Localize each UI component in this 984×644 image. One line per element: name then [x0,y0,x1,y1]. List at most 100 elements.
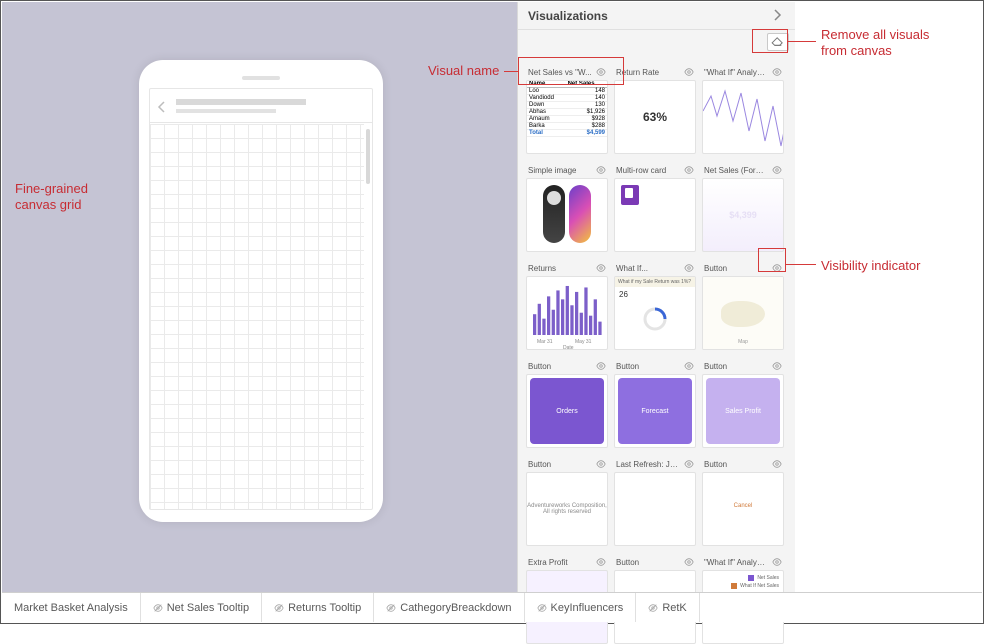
visibility-icon[interactable] [684,165,694,175]
visibility-icon[interactable] [596,361,606,371]
visual-tile[interactable]: $4,399 [702,178,784,252]
visual-tile[interactable]: Forecast [614,374,696,448]
visual-name-row: Button [526,450,608,470]
visual-name-row: "What If" Analysi... [702,58,784,78]
visual-name: Extra Profit [528,558,568,567]
svg-text:Mar 31: Mar 31 [537,339,553,345]
visual-name: Button [616,558,639,567]
svg-text:Date: Date [563,345,574,350]
phone-screen [149,88,373,510]
phone-header [150,89,372,123]
hidden-page-icon [537,603,547,613]
annotation-visual-name-line [504,71,518,72]
visual-name-row: Net Sales (Forec... [702,156,784,176]
visibility-icon[interactable] [596,557,606,567]
annotation-remove-all-line [788,41,816,42]
visual-name: Multi-row card [616,166,666,175]
page-tab-label: Returns Tooltip [288,602,361,614]
visual-name-row: Button [702,450,784,470]
visual-tile[interactable] [702,80,784,154]
page-tabs: Market Basket Analysis Net Sales Tooltip R… [2,592,982,622]
page-tab-label: RetK [662,602,686,614]
page-tab[interactable]: KeyInfluencers [525,593,637,622]
hidden-page-icon [648,603,658,613]
visual-name: Button [704,362,727,371]
visual-name-row: Button [702,352,784,372]
page-tab-label: Market Basket Analysis [14,602,128,614]
visual-name: What If... [616,264,648,273]
page-tab-label: CathegoryBreackdown [400,602,511,614]
visual-tile[interactable] [614,472,696,546]
visual-name-row: Button [614,548,696,568]
visual-name: Returns [528,264,556,273]
visual-name-row: Last Refresh: Jun... [614,450,696,470]
visual-tile[interactable]: Adventureworks Composition, All rights r… [526,472,608,546]
title-placeholder [176,99,366,113]
visual-tile[interactable]: Orders [526,374,608,448]
page-tab[interactable]: Returns Tooltip [262,593,374,622]
visual-name: Button [528,362,551,371]
visual-name: "What If" Analysi... [704,558,768,567]
visualizations-panel: Visualizations Net Sales vs "W...Return … [517,2,795,622]
visual-name-row: Returns [526,254,608,274]
annotation-visibility-line [786,264,816,265]
visual-tile[interactable]: 63% [614,80,696,154]
visual-tile[interactable] [614,178,696,252]
hidden-page-icon [386,603,396,613]
visibility-icon[interactable] [684,67,694,77]
visual-name: Button [704,460,727,469]
visual-name: Last Refresh: Jun... [616,460,680,469]
visual-tile[interactable]: Map [702,276,784,350]
visuals-grid: Net Sales vs "W...Return Rate"What If" A… [518,54,795,644]
phone-speaker [242,76,280,80]
hidden-page-icon [274,603,284,613]
visual-tile[interactable]: Cancel [702,472,784,546]
page-tab[interactable]: RetK [636,593,699,622]
panel-header: Visualizations [518,2,795,30]
visibility-icon[interactable] [596,459,606,469]
visibility-icon[interactable] [772,459,782,469]
visual-name-row: Multi-row card [614,156,696,176]
visibility-icon[interactable] [596,165,606,175]
page-tab[interactable]: Market Basket Analysis [2,593,141,622]
annotation-canvas-grid-label: Fine-grained canvas grid [15,181,125,212]
visual-name-row: Extra Profit [526,548,608,568]
visibility-icon[interactable] [772,557,782,567]
visibility-icon[interactable] [684,263,694,273]
page-tab[interactable]: Net Sales Tooltip [141,593,262,622]
visual-name: Button [616,362,639,371]
back-icon[interactable] [156,100,168,112]
annotation-remove-all-label: Remove all visualsfrom canvas [821,27,929,58]
visibility-icon[interactable] [596,263,606,273]
visual-name-row: Button [526,352,608,372]
visibility-icon[interactable] [684,459,694,469]
hidden-page-icon [153,603,163,613]
visual-name-row: "What If" Analysi... [702,548,784,568]
visual-tile[interactable]: What if my Sale Return was 1%?26 [614,276,696,350]
visual-tile[interactable]: Sales Profit [702,374,784,448]
visual-name-row: Return Rate [614,58,696,78]
app-frame: Visualizations Net Sales vs "W...Return … [0,0,984,624]
visibility-icon[interactable] [772,165,782,175]
canvas-grid[interactable] [150,124,364,509]
page-tab-label: Net Sales Tooltip [167,602,249,614]
annotation-remove-all-box [752,29,788,53]
panel-title: Visualizations [528,9,608,23]
visual-tile[interactable]: NameNet SalesLoo148Vandiodd140Down130Abh… [526,80,608,154]
visibility-icon[interactable] [684,361,694,371]
visibility-icon[interactable] [772,67,782,77]
visibility-icon[interactable] [772,361,782,371]
annotation-visibility-box [758,248,786,272]
visual-name: "What If" Analysi... [704,68,768,77]
visibility-icon[interactable] [684,557,694,567]
canvas-area [2,2,517,593]
expand-panel-icon[interactable] [771,9,785,23]
scrollbar[interactable] [366,129,370,184]
visual-name-row: Button [614,352,696,372]
visual-tile[interactable] [526,178,608,252]
visual-name-row: What If... [614,254,696,274]
annotation-visual-name-box [518,57,624,85]
visual-tile[interactable]: Mar 31May 31Date [526,276,608,350]
page-tab[interactable]: CathegoryBreackdown [374,593,524,622]
page-tab-label: KeyInfluencers [551,602,624,614]
